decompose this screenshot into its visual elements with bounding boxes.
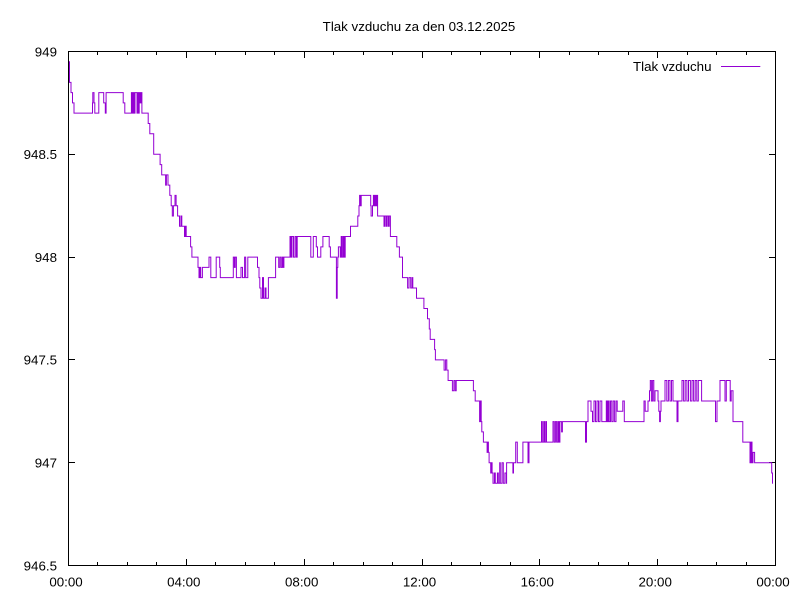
svg-text:08:00: 08:00 — [285, 575, 318, 590]
svg-text:12:00: 12:00 — [403, 575, 436, 590]
svg-text:16:00: 16:00 — [521, 575, 554, 590]
svg-text:946.5: 946.5 — [24, 558, 57, 573]
svg-text:20:00: 20:00 — [639, 575, 672, 590]
svg-text:948: 948 — [35, 250, 57, 265]
svg-text:949: 949 — [35, 44, 57, 59]
svg-text:947.5: 947.5 — [24, 353, 57, 368]
svg-text:947: 947 — [35, 456, 57, 471]
svg-text:948.5: 948.5 — [24, 147, 57, 162]
svg-text:00:00: 00:00 — [756, 575, 789, 590]
svg-text:04:00: 04:00 — [167, 575, 200, 590]
svg-text:Tlak vzduchu za den 03.12.2025: Tlak vzduchu za den 03.12.2025 — [323, 19, 516, 34]
svg-text:00:00: 00:00 — [49, 575, 82, 590]
svg-text:Tlak vzduchu: Tlak vzduchu — [633, 59, 712, 74]
